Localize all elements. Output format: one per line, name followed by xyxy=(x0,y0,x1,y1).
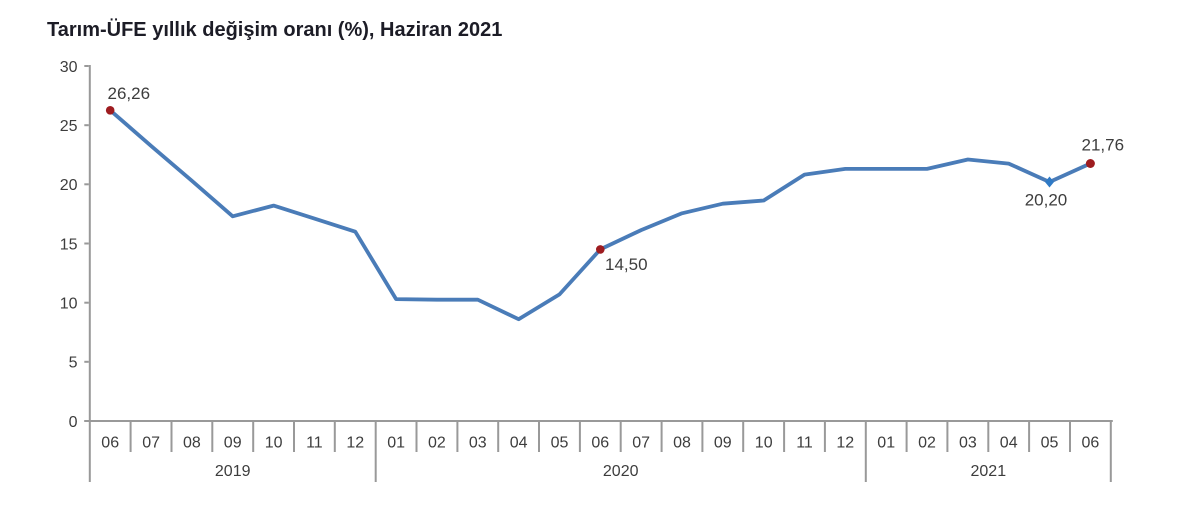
svg-text:02: 02 xyxy=(918,435,936,452)
svg-text:06: 06 xyxy=(591,435,609,452)
svg-text:02: 02 xyxy=(428,435,446,452)
svg-text:20,20: 20,20 xyxy=(1025,191,1068,210)
svg-text:05: 05 xyxy=(1041,435,1059,452)
svg-text:14,50: 14,50 xyxy=(605,255,648,274)
svg-text:30: 30 xyxy=(60,59,78,76)
svg-text:09: 09 xyxy=(224,435,242,452)
svg-text:03: 03 xyxy=(959,435,977,452)
svg-text:10: 10 xyxy=(265,435,283,452)
svg-text:09: 09 xyxy=(714,435,732,452)
svg-text:2019: 2019 xyxy=(215,463,251,480)
svg-text:0: 0 xyxy=(69,414,78,431)
svg-text:21,76: 21,76 xyxy=(1082,136,1125,155)
svg-text:26,26: 26,26 xyxy=(108,84,151,103)
svg-text:04: 04 xyxy=(510,435,528,452)
svg-text:05: 05 xyxy=(551,435,569,452)
svg-text:11: 11 xyxy=(796,435,813,452)
svg-text:11: 11 xyxy=(306,435,323,452)
svg-text:06: 06 xyxy=(101,435,119,452)
svg-text:10: 10 xyxy=(755,435,773,452)
svg-text:03: 03 xyxy=(469,435,487,452)
svg-text:12: 12 xyxy=(346,435,364,452)
svg-text:25: 25 xyxy=(60,118,78,135)
svg-text:04: 04 xyxy=(1000,435,1018,452)
svg-text:06: 06 xyxy=(1082,435,1100,452)
svg-text:07: 07 xyxy=(632,435,650,452)
svg-text:10: 10 xyxy=(60,296,78,313)
svg-text:12: 12 xyxy=(836,435,854,452)
svg-text:Tarım-ÜFE yıllık değişim oranı: Tarım-ÜFE yıllık değişim oranı (%), Hazi… xyxy=(47,18,502,41)
svg-text:08: 08 xyxy=(673,435,691,452)
svg-text:15: 15 xyxy=(60,236,78,253)
svg-text:07: 07 xyxy=(142,435,160,452)
svg-text:08: 08 xyxy=(183,435,201,452)
svg-text:2020: 2020 xyxy=(603,463,639,480)
svg-text:01: 01 xyxy=(877,435,895,452)
svg-text:20: 20 xyxy=(60,177,78,194)
svg-text:2021: 2021 xyxy=(971,463,1007,480)
svg-text:5: 5 xyxy=(69,355,78,372)
svg-text:01: 01 xyxy=(387,435,405,452)
